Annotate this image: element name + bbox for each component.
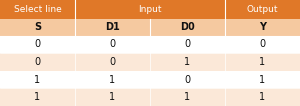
Text: 0: 0 [260,39,266,50]
Text: 1: 1 [260,57,266,67]
Text: Output: Output [247,5,278,14]
Bar [150,36,225,53]
Bar [225,36,300,53]
Text: 1: 1 [260,92,266,102]
Bar [225,71,300,88]
Text: Input: Input [138,5,162,14]
Text: 1: 1 [110,92,116,102]
Text: Select line: Select line [14,5,61,14]
Text: 0: 0 [184,39,190,50]
Text: 1: 1 [34,92,40,102]
Text: 0: 0 [110,57,116,67]
Bar [225,0,300,19]
Bar [0,71,75,88]
Text: D1: D1 [105,22,120,32]
Bar [225,88,300,106]
Text: 0: 0 [110,39,116,50]
Bar [75,0,225,19]
Bar [75,53,150,71]
Bar [0,19,75,36]
Bar [75,19,150,36]
Text: 1: 1 [34,75,40,85]
Text: D0: D0 [180,22,195,32]
Text: 1: 1 [184,92,190,102]
Bar [225,19,300,36]
Bar [0,88,75,106]
Bar [0,0,75,19]
Bar [150,88,225,106]
Text: 1: 1 [260,75,266,85]
Text: 0: 0 [184,75,190,85]
Bar [75,36,150,53]
Bar [150,53,225,71]
Text: S: S [34,22,41,32]
Text: 0: 0 [34,39,40,50]
Bar [0,36,75,53]
Bar [150,19,225,36]
Bar [225,53,300,71]
Bar [0,53,75,71]
Bar [150,71,225,88]
Bar [75,71,150,88]
Bar [75,88,150,106]
Text: Y: Y [259,22,266,32]
Text: 1: 1 [110,75,116,85]
Text: 0: 0 [34,57,40,67]
Text: 1: 1 [184,57,190,67]
